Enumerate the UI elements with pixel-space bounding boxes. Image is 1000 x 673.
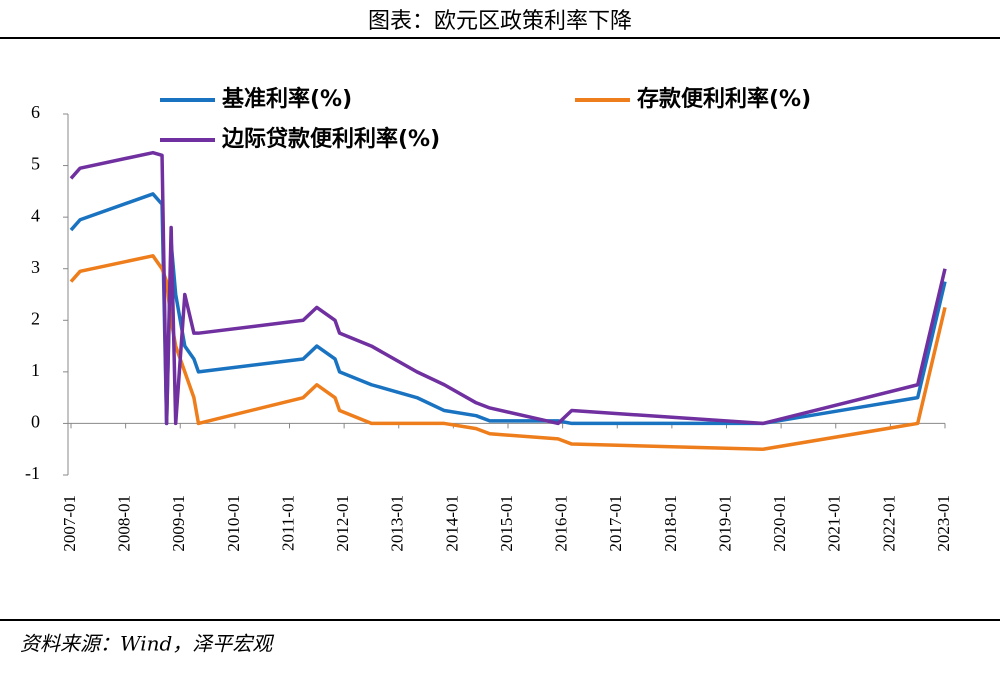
- data-line: [69, 254, 947, 451]
- x-tick-label: 2019-01: [715, 495, 734, 552]
- y-tick-label: 3: [31, 257, 40, 277]
- legend-label: 边际贷款便利利率(%): [221, 126, 440, 152]
- y-tick-label: 5: [31, 154, 40, 174]
- chart-title: 图表：欧元区政策利率下降: [368, 9, 632, 34]
- y-tick-label: 6: [31, 102, 40, 122]
- legend-label: 存款便利利率(%): [637, 86, 811, 112]
- x-tick-label: 2023-01: [934, 495, 953, 552]
- x-tick-label: 2017-01: [606, 495, 625, 552]
- x-tick-label: 2012-01: [333, 495, 352, 552]
- x-tick-label: 2020-01: [770, 495, 789, 552]
- y-tick-label: 0: [31, 412, 40, 432]
- x-tick-label: 2016-01: [552, 495, 571, 552]
- x-tick-label: 2008-01: [115, 495, 134, 552]
- y-tick-label: 2: [31, 308, 40, 328]
- x-tick-label: 2014-01: [442, 495, 461, 552]
- x-tick-label: 2015-01: [497, 495, 516, 552]
- x-tick-label: 2013-01: [388, 495, 407, 552]
- legend-label: 基准利率(%): [222, 86, 352, 112]
- x-tick-label: 2018-01: [661, 495, 680, 552]
- data-line: [69, 150, 947, 426]
- x-tick-label: 2007-01: [60, 495, 79, 552]
- x-tick-label: 2009-01: [169, 495, 188, 552]
- x-tick-label: 2022-01: [879, 495, 898, 552]
- x-tick-label: 2010-01: [224, 495, 243, 552]
- x-tick-label: 2021-01: [825, 495, 844, 552]
- x-tick-label: 2011-01: [278, 495, 297, 551]
- y-tick-label: 1: [31, 360, 40, 380]
- y-tick-label: 4: [31, 205, 40, 225]
- data-line: [69, 192, 947, 426]
- source-note: 资料来源：Wind，泽平宏观: [20, 632, 274, 656]
- y-tick-label: -1: [25, 463, 40, 483]
